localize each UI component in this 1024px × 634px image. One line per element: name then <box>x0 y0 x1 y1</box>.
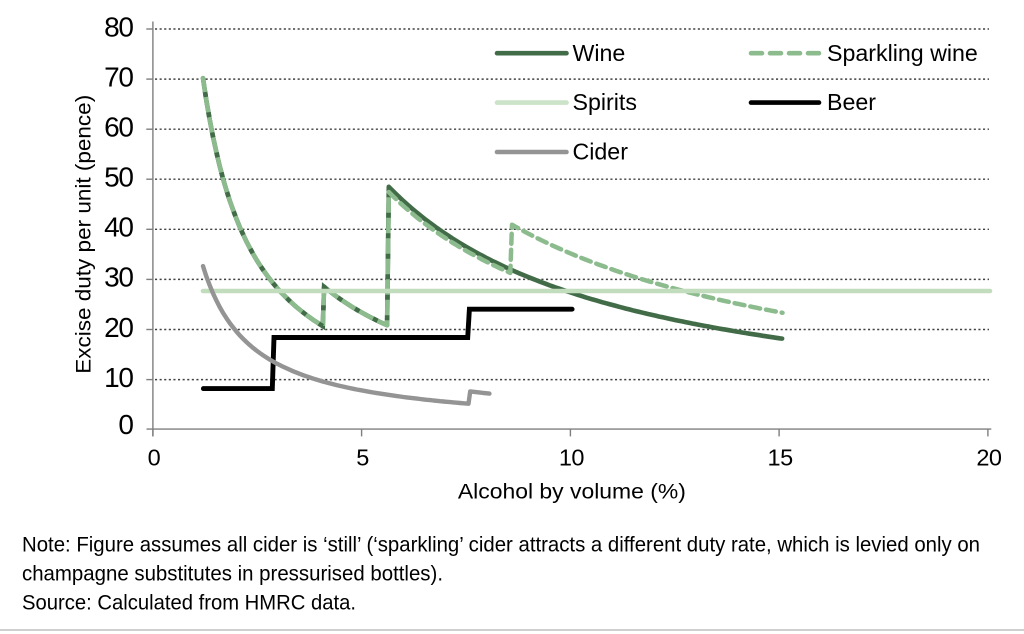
svg-text:20: 20 <box>104 312 133 343</box>
svg-text:70: 70 <box>104 61 133 92</box>
svg-text:champagne substitutes in press: champagne substitutes in pressurised bot… <box>22 562 443 585</box>
svg-text:60: 60 <box>104 112 133 143</box>
svg-text:Wine: Wine <box>573 40 626 66</box>
svg-text:20: 20 <box>976 444 1002 470</box>
svg-text:Excise duty per unit (pence): Excise duty per unit (pence) <box>72 95 96 374</box>
svg-text:Source: Calculated from HMRC d: Source: Calculated from HMRC data. <box>22 591 356 614</box>
svg-text:15: 15 <box>768 444 794 470</box>
svg-text:10: 10 <box>104 362 133 393</box>
svg-text:Note: Figure assumes all cider: Note: Figure assumes all cider is ‘still… <box>22 533 980 556</box>
svg-text:Sparkling wine: Sparkling wine <box>827 40 978 66</box>
svg-text:40: 40 <box>104 212 133 243</box>
svg-text:30: 30 <box>104 262 133 293</box>
svg-text:0: 0 <box>118 409 133 440</box>
svg-text:5: 5 <box>356 444 369 470</box>
svg-text:Alcohol by volume (%): Alcohol by volume (%) <box>458 480 686 504</box>
svg-text:Cider: Cider <box>573 139 629 165</box>
svg-text:0: 0 <box>148 444 161 470</box>
svg-text:Beer: Beer <box>827 89 876 115</box>
svg-text:80: 80 <box>104 11 133 42</box>
svg-text:10: 10 <box>559 444 585 470</box>
svg-text:50: 50 <box>104 162 133 193</box>
svg-text:Spirits: Spirits <box>573 89 637 115</box>
